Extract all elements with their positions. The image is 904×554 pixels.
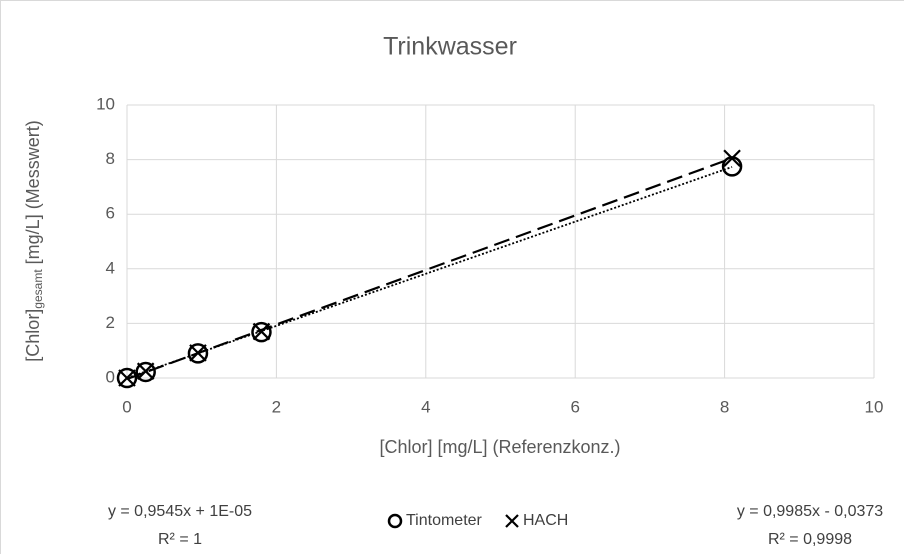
- y-axis-title: [Chlor]gesamt [mg/L] (Messwert): [23, 120, 45, 361]
- y-tick-label: 4: [106, 258, 115, 277]
- y-axis-title-sub: gesamt: [31, 269, 45, 309]
- x-tick-label: 4: [421, 397, 430, 416]
- trendline-equation: y = 0,9545x + 1E-05: [108, 503, 252, 520]
- legend-item: Tintometer: [387, 512, 483, 529]
- x-tick-label: 8: [720, 397, 729, 416]
- marker: [723, 149, 741, 168]
- legend-label: Tintometer: [406, 512, 483, 529]
- marker: [387, 513, 403, 529]
- y-tick-label: 0: [106, 367, 115, 386]
- trendline-equation: y = 0,9985x - 0,0373: [737, 503, 883, 520]
- marker: [252, 322, 271, 341]
- x-axis-title: [Chlor] [mg/L] (Referenzkonz.): [379, 437, 620, 457]
- marker: [116, 367, 138, 389]
- trendline: [126, 166, 733, 379]
- x-tick-label: 2: [272, 397, 281, 416]
- trendline-r2: R² = 0,9998: [768, 531, 852, 548]
- y-tick-label: 2: [106, 313, 115, 332]
- y-axis-title-rest: [mg/L] (Messwert): [23, 120, 43, 269]
- y-tick-label: 6: [106, 204, 115, 223]
- chart-title: Trinkwasser: [383, 33, 517, 61]
- marker: [189, 344, 207, 362]
- x-tick-label: 10: [865, 397, 884, 416]
- y-tick-label: 10: [96, 94, 115, 113]
- x-tick-label: 0: [122, 397, 131, 416]
- marker: [118, 369, 136, 387]
- trendline-r2: R² = 1: [158, 531, 202, 548]
- y-axis-title-main: [Chlor]: [23, 309, 43, 362]
- trendline: [126, 157, 733, 381]
- marker: [187, 343, 209, 364]
- marker: [505, 514, 519, 528]
- legend-item: HACH: [505, 512, 568, 529]
- y-tick-label: 8: [106, 149, 115, 168]
- x-tick-label: 6: [570, 397, 579, 416]
- marker: [135, 361, 156, 383]
- legend-label: HACH: [523, 512, 568, 529]
- marker: [136, 362, 155, 380]
- marker: [251, 321, 272, 343]
